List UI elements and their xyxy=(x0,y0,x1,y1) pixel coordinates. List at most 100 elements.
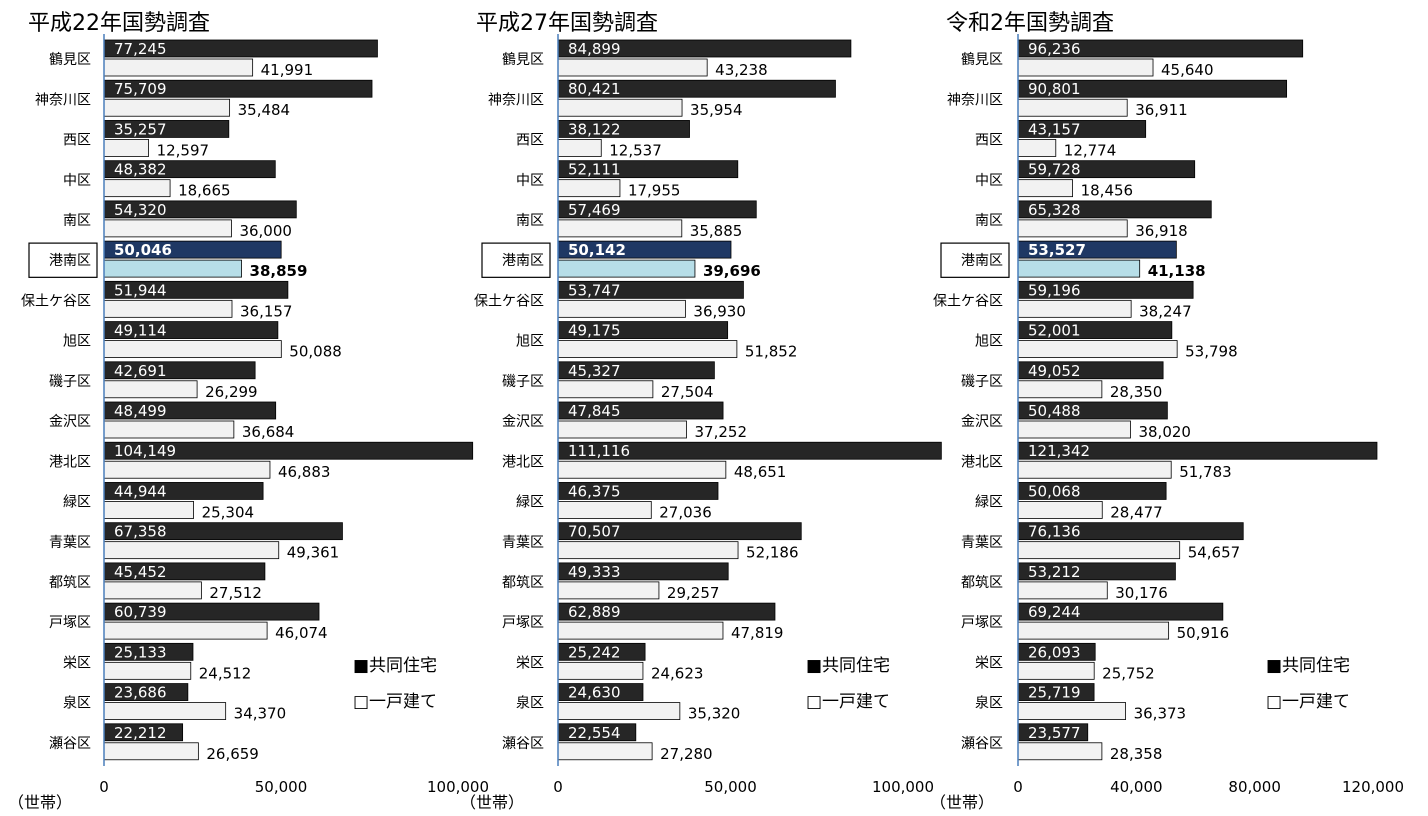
bar-value-label-house: 36,911 xyxy=(1135,101,1188,119)
category-label: 瀬谷区 xyxy=(49,736,91,752)
bar-value-label-house: 12,597 xyxy=(157,141,210,159)
bar-value-label-apartment: 54,320 xyxy=(114,201,167,219)
bar-house xyxy=(103,541,280,560)
bar-value-label-apartment: 90,801 xyxy=(1028,80,1081,98)
bar-value-label-apartment: 45,452 xyxy=(114,563,167,581)
bar-value-label-house: 28,350 xyxy=(1110,383,1163,401)
bar-house xyxy=(103,219,232,238)
chart-title: 令和2年国勢調査 xyxy=(946,11,1114,36)
bar-value-label-apartment: 23,577 xyxy=(1028,724,1081,742)
bar-house xyxy=(557,541,739,560)
bar-house xyxy=(557,98,683,117)
category-label: 港北区 xyxy=(961,454,1003,470)
category-label: 瀬谷区 xyxy=(961,736,1003,752)
bar-value-label-apartment: 53,212 xyxy=(1028,563,1081,581)
category-label: 港南区 xyxy=(961,253,1003,269)
bar-value-label-apartment: 80,421 xyxy=(568,80,621,98)
y-axis-unit-label: （世帯） xyxy=(460,793,524,812)
bar-house xyxy=(1017,702,1127,720)
bar-value-label-apartment: 43,157 xyxy=(1028,120,1081,138)
bar-value-label-house: 38,859 xyxy=(250,262,308,280)
category-label: 鶴見区 xyxy=(49,51,91,68)
bar-value-label-house: 35,320 xyxy=(688,705,741,723)
bar-house xyxy=(103,621,268,640)
bar-house xyxy=(557,380,654,399)
bar-value-label-apartment: 35,257 xyxy=(114,120,167,138)
bar-value-label-house: 28,358 xyxy=(1110,745,1163,763)
category-label: 港北区 xyxy=(502,454,544,470)
category-label: 鶴見区 xyxy=(961,51,1003,68)
category-label: 青葉区 xyxy=(502,535,544,551)
bar-value-label-house: 38,020 xyxy=(1138,423,1191,441)
bar-value-label-apartment: 49,114 xyxy=(114,322,167,340)
bar-value-label-house: 54,657 xyxy=(1188,544,1241,562)
bar-value-label-house: 35,954 xyxy=(690,101,743,119)
category-label: 磯子区 xyxy=(502,374,544,390)
category-label: 瀬谷区 xyxy=(502,736,544,752)
bar-house xyxy=(557,661,644,680)
bar-value-label-house: 36,918 xyxy=(1135,222,1188,240)
x-tick-label: 50,000 xyxy=(255,778,308,796)
bar-house xyxy=(103,661,192,680)
bar-value-label-house: 51,852 xyxy=(745,343,798,361)
bar-house xyxy=(103,98,231,117)
bar-value-label-apartment: 53,747 xyxy=(568,281,621,299)
bar-house xyxy=(1017,179,1073,198)
bar-value-label-apartment: 53,527 xyxy=(1028,241,1086,259)
category-label: 泉区 xyxy=(516,695,544,712)
category-label: 緑区 xyxy=(975,495,1003,511)
category-label: 磯子区 xyxy=(961,374,1003,390)
bar-house xyxy=(1017,460,1172,479)
bar-house xyxy=(1017,98,1128,117)
category-label: 金沢区 xyxy=(502,414,544,430)
bar-house xyxy=(1017,340,1178,358)
legend-entry: ■共同住宅 xyxy=(353,656,437,676)
category-label: 金沢区 xyxy=(961,414,1003,430)
legend-entry: ■共同住宅 xyxy=(806,656,890,676)
category-label: 鶴見区 xyxy=(502,51,544,68)
bar-house xyxy=(103,380,198,399)
bar-house xyxy=(557,702,681,720)
highlight-box xyxy=(28,242,98,278)
bar-value-label-apartment: 47,845 xyxy=(568,402,621,420)
x-tick-label: 0 xyxy=(99,778,109,796)
bar-value-label-apartment: 45,327 xyxy=(568,362,621,380)
bar-value-label-apartment: 22,212 xyxy=(114,724,167,742)
bar-value-label-house: 27,512 xyxy=(209,584,262,602)
bar-value-label-house: 34,370 xyxy=(234,705,287,723)
bar-value-label-apartment: 49,175 xyxy=(568,322,621,340)
category-label: 南区 xyxy=(63,213,91,229)
category-label: 栄区 xyxy=(516,655,544,671)
bar-value-label-house: 12,774 xyxy=(1064,141,1117,159)
bar-value-label-apartment: 38,122 xyxy=(568,120,621,138)
bar-value-label-house: 36,684 xyxy=(242,423,295,441)
bar-value-label-apartment: 59,196 xyxy=(1028,281,1081,299)
bar-value-label-house: 27,036 xyxy=(659,503,712,521)
bar-house xyxy=(557,179,621,198)
legend-entry: □一戸建て xyxy=(1266,692,1350,712)
bar-value-label-apartment: 48,382 xyxy=(114,161,167,179)
bar-value-label-house: 37,252 xyxy=(695,423,748,441)
x-tick-label: 100,000 xyxy=(427,778,489,796)
category-label: 栄区 xyxy=(975,655,1003,671)
bar-value-label-house: 17,955 xyxy=(628,182,681,200)
bar-value-label-house: 39,696 xyxy=(703,262,761,280)
category-label: 都筑区 xyxy=(502,575,544,591)
x-tick-label: 40,000 xyxy=(1110,778,1163,796)
bar-value-label-house: 24,623 xyxy=(651,664,704,682)
bar-house xyxy=(557,259,696,278)
legend-entry: ■共同住宅 xyxy=(1266,656,1350,676)
bar-value-label-apartment: 69,244 xyxy=(1028,603,1081,621)
bar-value-label-house: 49,361 xyxy=(287,544,340,562)
bar-value-label-house: 36,373 xyxy=(1134,705,1187,723)
category-label: 緑区 xyxy=(516,495,544,511)
bar-value-label-apartment: 23,686 xyxy=(114,684,167,702)
bar-value-label-apartment: 65,328 xyxy=(1028,201,1081,219)
category-label: 泉区 xyxy=(975,695,1003,712)
category-label: 磯子区 xyxy=(49,374,91,390)
category-label: 中区 xyxy=(63,173,91,189)
